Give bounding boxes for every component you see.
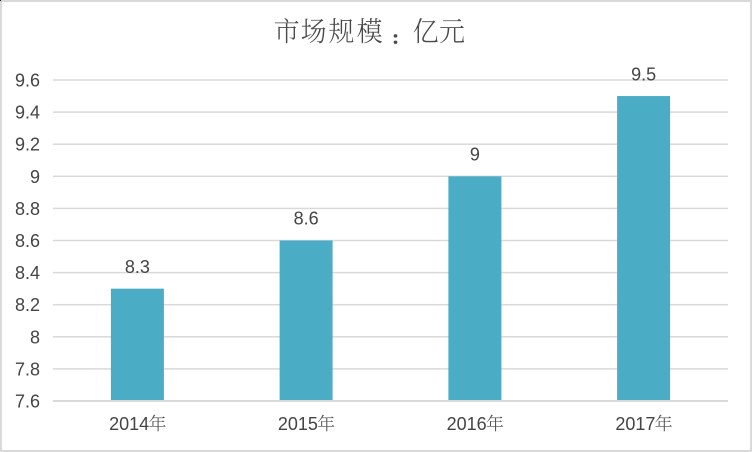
svg-text:7.8: 7.8 (15, 359, 40, 379)
svg-text:9.6: 9.6 (15, 71, 40, 91)
svg-text:9.4: 9.4 (15, 103, 40, 123)
svg-text:8.3: 8.3 (125, 257, 150, 277)
svg-text:8.6: 8.6 (294, 209, 319, 229)
svg-text:9: 9 (470, 145, 480, 165)
svg-text:8: 8 (30, 327, 40, 347)
svg-text:2015: 2015 (278, 414, 318, 434)
svg-text:2016: 2016 (447, 414, 487, 434)
svg-text:8.2: 8.2 (15, 295, 40, 315)
svg-text:7.6: 7.6 (15, 392, 40, 412)
svg-text:9: 9 (30, 167, 40, 187)
svg-text:2014: 2014 (109, 414, 149, 434)
svg-text:8.4: 8.4 (15, 263, 40, 283)
svg-text:9.5: 9.5 (631, 64, 656, 84)
svg-text:9.2: 9.2 (15, 135, 40, 155)
svg-text:8.6: 8.6 (15, 231, 40, 251)
svg-text:2017: 2017 (615, 414, 655, 434)
svg-text:8.8: 8.8 (15, 199, 40, 219)
